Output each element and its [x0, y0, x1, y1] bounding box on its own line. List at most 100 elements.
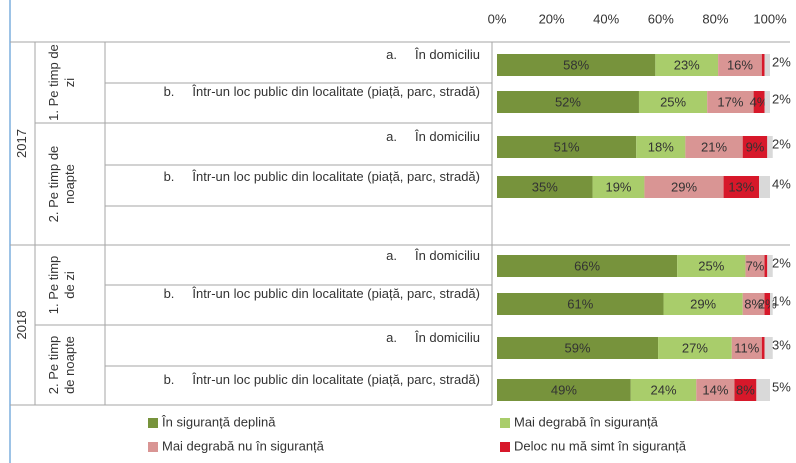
- bar-segment: [497, 337, 659, 359]
- bar-segment: [745, 255, 765, 277]
- value-label: 29%: [690, 296, 716, 311]
- bar-segment: [767, 255, 773, 277]
- bar-segment: [764, 91, 770, 113]
- bar-segment: [685, 136, 743, 158]
- bar-segment: [497, 379, 631, 401]
- bar-segment: [770, 293, 773, 315]
- value-label: 5%: [772, 379, 791, 394]
- row-letter: a.: [386, 47, 397, 62]
- value-label: 25%: [698, 258, 724, 273]
- bar-segment: [761, 54, 765, 76]
- group-text: 2. Pe timp de noapte: [46, 335, 77, 395]
- bar-segment: [764, 255, 768, 277]
- group-label: 1. Pe timp de zi: [46, 247, 78, 323]
- x-tick-label: 0%: [488, 11, 507, 26]
- value-label: 19%: [605, 179, 631, 194]
- row-letter: a.: [386, 330, 397, 345]
- bar-segment: [707, 91, 754, 113]
- bar-segment: [756, 379, 770, 401]
- value-label: 2%: [772, 91, 791, 106]
- value-label: 8%: [744, 296, 763, 311]
- row-label: a. În domiciliu: [105, 330, 480, 346]
- bar-segment: [723, 176, 760, 198]
- bar-segment: [764, 54, 770, 76]
- year-label: 2017: [14, 42, 30, 245]
- value-label: 24%: [651, 382, 677, 397]
- value-label: 4%: [750, 94, 769, 109]
- value-label: 61%: [567, 296, 593, 311]
- bar-segment: [644, 176, 724, 198]
- legend-label: Mai degrabă nu în siguranță: [162, 438, 325, 453]
- x-tick-label: 40%: [593, 11, 619, 26]
- value-label: 16%: [727, 57, 753, 72]
- legend-swatch: [500, 442, 510, 452]
- value-label: 2%: [772, 54, 791, 69]
- value-label: 3%: [772, 337, 791, 352]
- bar-segment: [731, 337, 762, 359]
- group-label: 2. Pe timp de noapte: [46, 125, 78, 243]
- group-label: 1. Pe timp de zi: [46, 44, 78, 121]
- value-label: 66%: [574, 258, 600, 273]
- group-label: 2. Pe timp de noapte: [46, 327, 78, 403]
- x-tick-label: 60%: [648, 11, 674, 26]
- group-text: 1. Pe timp de zi: [46, 255, 77, 315]
- bar-segment: [497, 91, 639, 113]
- row-label: b. Într-un loc public din localitate (pia…: [105, 372, 480, 388]
- bar-segment: [630, 379, 697, 401]
- bar-segment: [753, 91, 765, 113]
- value-label: 18%: [648, 139, 674, 154]
- legend-label: Mai degrabă în siguranță: [514, 414, 659, 429]
- value-label: 9%: [746, 139, 765, 154]
- bar-segment: [638, 91, 708, 113]
- bar-segment: [734, 379, 757, 401]
- bar-segment: [497, 293, 664, 315]
- row-letter: b.: [163, 372, 175, 387]
- value-label: 35%: [532, 179, 558, 194]
- value-label: 14%: [702, 382, 728, 397]
- year-text: 2018: [14, 310, 29, 340]
- row-text: Într-un loc public din localitate (piață…: [192, 372, 480, 387]
- value-label: 2%: [772, 255, 791, 270]
- row-text: În domiciliu: [414, 248, 480, 263]
- value-label: 1%: [772, 293, 791, 308]
- bar-segment: [718, 54, 762, 76]
- row-label: a. În domiciliu: [105, 47, 480, 63]
- legend-label: În siguranță deplină: [161, 414, 276, 429]
- value-label: 51%: [554, 139, 580, 154]
- legend-label: Deloc nu mă simt în siguranță: [514, 438, 687, 453]
- bar-segment: [655, 54, 719, 76]
- value-label: 49%: [551, 382, 577, 397]
- row-label: b. Într-un loc public din localitate (pia…: [105, 169, 480, 185]
- group-text: 1. Pe timp de zi: [46, 44, 77, 121]
- value-label: 23%: [674, 57, 700, 72]
- row-text: În domiciliu: [414, 129, 480, 144]
- bar-segment: [759, 176, 770, 198]
- bar-segment: [767, 136, 773, 158]
- row-label: a. În domiciliu: [105, 129, 480, 145]
- x-tick-label: 80%: [702, 11, 728, 26]
- bar-segment: [497, 54, 656, 76]
- bar-segment: [742, 293, 765, 315]
- row-text: În domiciliu: [414, 330, 480, 345]
- year-text: 2017: [14, 129, 29, 158]
- row-letter: b.: [163, 84, 175, 99]
- x-tick-label: 20%: [539, 11, 565, 26]
- row-text: Într-un loc public din localitate (piață…: [192, 169, 480, 184]
- group-text: 2. Pe timp de noapte: [46, 145, 77, 223]
- value-label: 27%: [682, 340, 708, 355]
- bar-segment: [764, 337, 773, 359]
- bar-segment: [636, 136, 686, 158]
- value-label: 7%: [746, 258, 765, 273]
- row-letter: a.: [386, 248, 397, 263]
- value-label: 25%: [660, 94, 686, 109]
- value-label: 52%: [555, 94, 581, 109]
- legend-swatch: [148, 442, 158, 452]
- bar-segment: [696, 379, 735, 401]
- bar-segment: [677, 255, 746, 277]
- bar-segment: [764, 293, 770, 315]
- bar-segment: [742, 136, 768, 158]
- bar-segment: [761, 337, 765, 359]
- bar-segment: [592, 176, 645, 198]
- value-label: 17%: [717, 94, 743, 109]
